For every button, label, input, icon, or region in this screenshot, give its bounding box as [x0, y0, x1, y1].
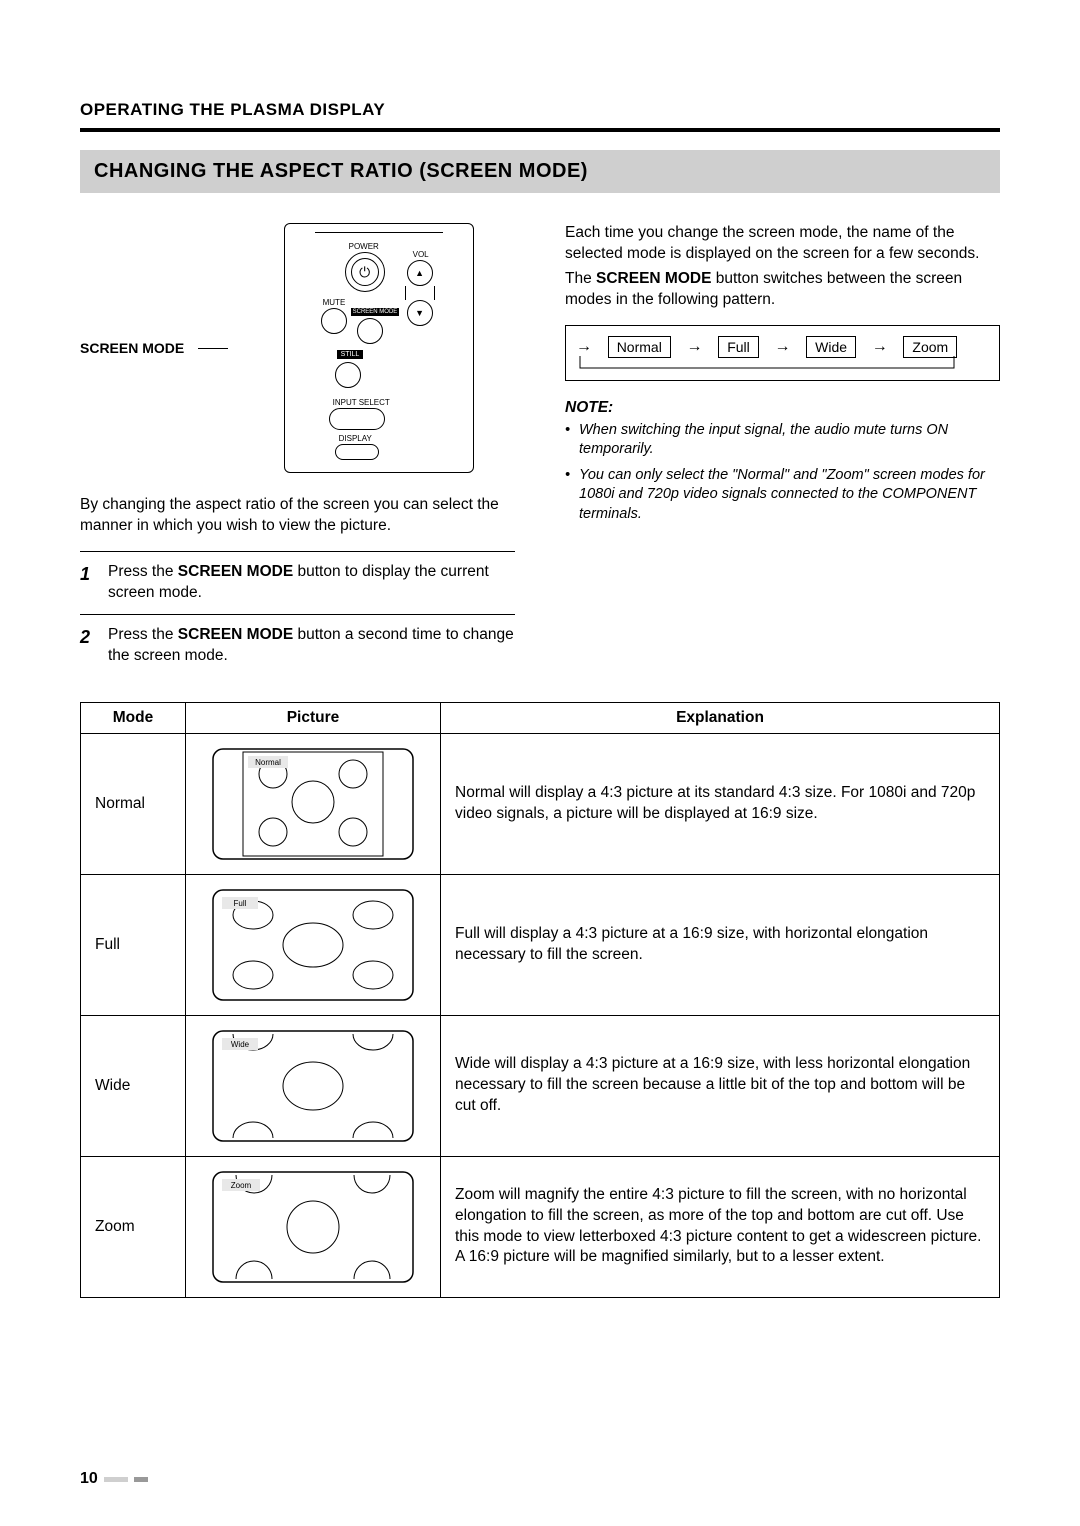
page-number: 10 [80, 1470, 98, 1488]
th-picture: Picture [186, 702, 441, 733]
arrow-icon: → [872, 339, 888, 355]
step-bold: SCREEN MODE [178, 563, 293, 580]
power-icon: ⏻ [351, 258, 379, 286]
explanation-cell: Zoom will magnify the entire 4:3 picture… [441, 1156, 1000, 1297]
section-header: OPERATING THE PLASMA DISPLAY [80, 100, 1000, 120]
explanation-cell: Normal will display a 4:3 picture at its… [441, 733, 1000, 874]
th-mode: Mode [81, 702, 186, 733]
table-row: Full Full Full will display a 4:3 pictur… [81, 874, 1000, 1015]
note-item: When switching the input signal, the aud… [565, 421, 1000, 460]
cycle-mode: Normal [608, 336, 671, 358]
explanation-cell: Wide will display a 4:3 picture at a 16:… [441, 1015, 1000, 1156]
right-column: Each time you change the screen mode, th… [565, 223, 1000, 677]
step-pre: Press the [108, 626, 178, 643]
mode-name-cell: Zoom [81, 1156, 186, 1297]
mute-button-icon [321, 308, 347, 334]
picture-cell: Normal [186, 733, 441, 874]
step-number: 1 [80, 562, 98, 604]
intro-paragraph: By changing the aspect ratio of the scre… [80, 495, 515, 537]
left-column: SCREEN MODE POWER ⏻ VOL ▲ ▼ MUTE SCREEN … [80, 223, 515, 677]
svg-text:Wide: Wide [231, 1040, 250, 1049]
picture-cell: Wide [186, 1015, 441, 1156]
cycle-mode: Full [718, 336, 759, 358]
p2-bold: SCREEN MODE [596, 270, 711, 287]
remote-callout-line [198, 348, 228, 349]
content-columns: SCREEN MODE POWER ⏻ VOL ▲ ▼ MUTE SCREEN … [80, 223, 1000, 677]
page-bar-decor [134, 1477, 148, 1482]
still-button-icon [335, 362, 361, 388]
picture-cell: Full [186, 874, 441, 1015]
steps-list: 1 Press the SCREEN MODE button to displa… [80, 551, 515, 677]
cycle-return-line [574, 356, 991, 376]
screen-mode-illustration: Full [208, 885, 418, 1005]
remote-diagram: POWER ⏻ VOL ▲ ▼ MUTE SCREEN MODE STILL I… [284, 223, 474, 473]
screenmode-button-icon [357, 318, 383, 344]
screen-mode-illustration: Wide [208, 1026, 418, 1146]
display-button-icon [335, 444, 379, 460]
screen-mode-illustration: Zoom [208, 1167, 418, 1287]
step-text: Press the SCREEN MODE button a second ti… [108, 625, 515, 667]
page-bar-decor [104, 1477, 128, 1482]
remote-power-label: POWER [349, 242, 379, 251]
table-row: Normal Normal Normal will display a 4:3 … [81, 733, 1000, 874]
cycle-mode: Zoom [903, 336, 957, 358]
vol-down-icon: ▼ [407, 300, 433, 326]
arrow-icon: → [576, 339, 592, 355]
right-paragraph-1: Each time you change the screen mode, th… [565, 223, 1000, 265]
arrow-icon: → [687, 339, 703, 355]
cycle-mode: Wide [806, 336, 856, 358]
remote-callout-label: SCREEN MODE [80, 340, 184, 356]
note-list: When switching the input signal, the aud… [565, 421, 1000, 525]
remote-mute-label: MUTE [323, 298, 346, 307]
svg-text:Normal: Normal [255, 758, 281, 767]
right-paragraph-2: The SCREEN MODE button switches between … [565, 269, 1000, 311]
th-explanation: Explanation [441, 702, 1000, 733]
step-number: 2 [80, 625, 98, 667]
page-title: CHANGING THE ASPECT RATIO (SCREEN MODE) [80, 150, 1000, 193]
remote-display-label: DISPLAY [339, 434, 372, 443]
step-text: Press the SCREEN MODE button to display … [108, 562, 515, 604]
remote-still-label: STILL [337, 350, 364, 359]
step-item: 1 Press the SCREEN MODE button to displa… [80, 551, 515, 614]
step-item: 2 Press the SCREEN MODE button a second … [80, 614, 515, 677]
mode-name-cell: Wide [81, 1015, 186, 1156]
mode-name-cell: Normal [81, 733, 186, 874]
remote-vol-label: VOL [413, 250, 429, 259]
table-row: Zoom Zoom Zoom will magnify the entire 4… [81, 1156, 1000, 1297]
table-row: Wide Wide Wide will display a 4:3 pictur… [81, 1015, 1000, 1156]
note-item: You can only select the "Normal" and "Zo… [565, 466, 1000, 525]
screen-mode-illustration: Normal [208, 744, 418, 864]
arrow-icon: → [774, 339, 790, 355]
modes-table: Mode Picture Explanation Normal Normal N… [80, 702, 1000, 1298]
remote-input-label: INPUT SELECT [333, 398, 390, 407]
explanation-cell: Full will display a 4:3 picture at a 16:… [441, 874, 1000, 1015]
note-heading: NOTE: [565, 399, 1000, 417]
remote-diagram-wrap: SCREEN MODE POWER ⏻ VOL ▲ ▼ MUTE SCREEN … [80, 223, 515, 473]
vol-up-icon: ▲ [407, 260, 433, 286]
svg-text:Full: Full [234, 899, 247, 908]
section-rule [80, 128, 1000, 132]
remote-screenmode-label: SCREEN MODE [351, 308, 400, 316]
input-button-icon [329, 408, 385, 430]
svg-text:Zoom: Zoom [231, 1181, 252, 1190]
mode-cycle-diagram: → Normal → Full → Wide → Zoom → [565, 325, 1000, 381]
p2-pre: The [565, 270, 596, 287]
mode-name-cell: Full [81, 874, 186, 1015]
picture-cell: Zoom [186, 1156, 441, 1297]
step-pre: Press the [108, 563, 178, 580]
step-bold: SCREEN MODE [178, 626, 293, 643]
page-number-bar: 10 [80, 1470, 148, 1488]
